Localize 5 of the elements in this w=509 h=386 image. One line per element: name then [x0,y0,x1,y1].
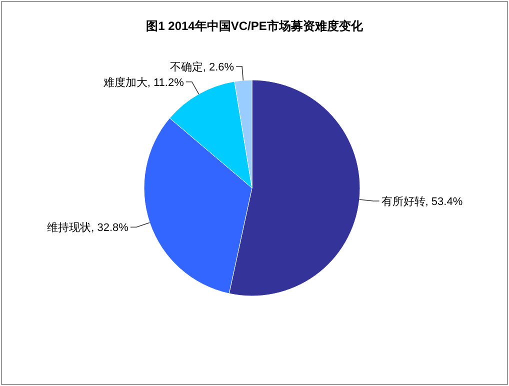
slice-label: 难度加大, 11.2% [103,76,184,89]
chart-title: 图1 2014年中国VC/PE市场募资难度变化 [146,19,364,33]
slice-label: 维持现状, 32.8% [47,221,129,234]
slice-label: 有所好转, 53.4% [381,195,463,208]
slice-label: 不确定, 2.6% [170,60,234,74]
